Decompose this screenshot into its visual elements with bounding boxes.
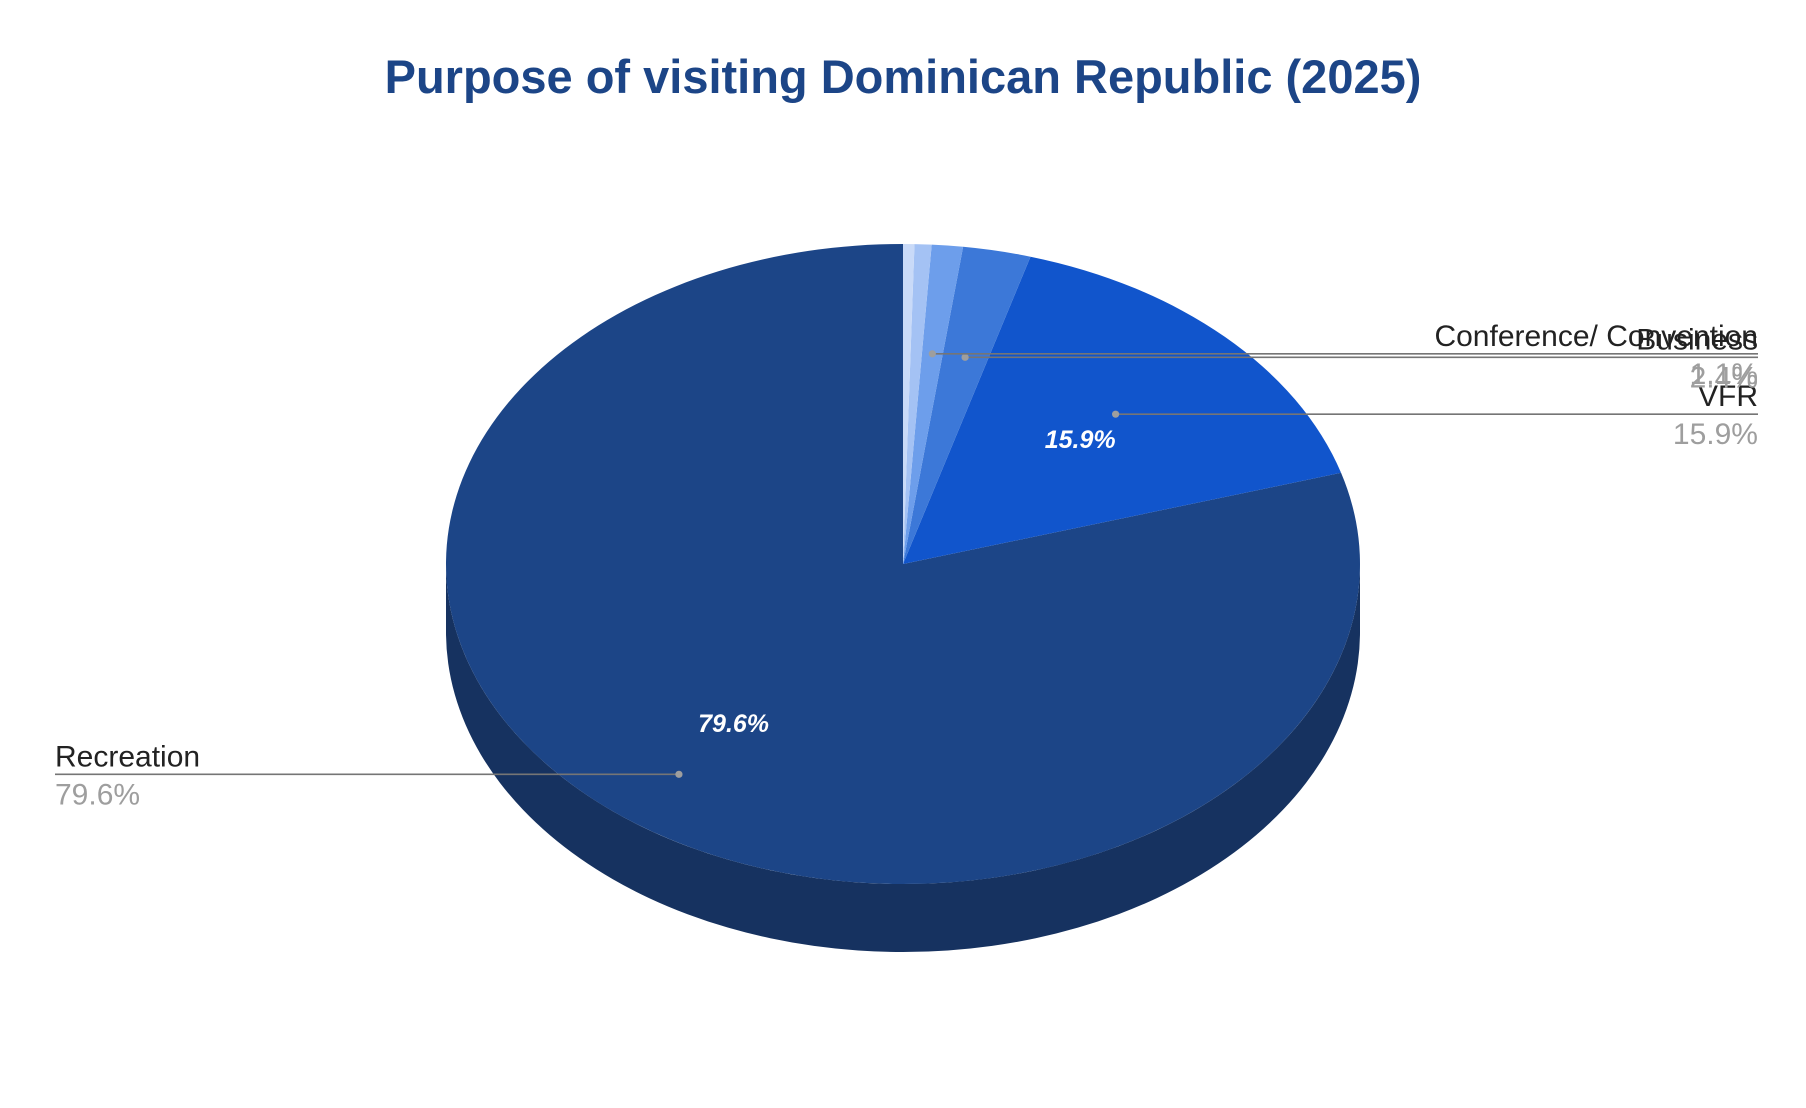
callout-value-vfr: 15.9%	[1673, 418, 1758, 451]
slice-vfr[interactable]	[903, 256, 1342, 564]
leader-lines	[55, 350, 1758, 778]
leader-dot-business	[961, 353, 969, 361]
callout-name-vfr: VFR	[1698, 380, 1758, 413]
chart-title: Purpose of visiting Dominican Republic (…	[385, 50, 1422, 103]
slice-labels: 79.6% 15.9%	[698, 426, 1115, 738]
callout-name-recreation: Recreation	[55, 740, 200, 773]
callout-value-business: 2.4%	[1690, 361, 1758, 394]
slice-conference-convention[interactable]	[903, 244, 964, 564]
slice-label-recreation: 79.6%	[698, 710, 769, 738]
slice-label-vfr: 15.9%	[1045, 426, 1116, 454]
pie-slices	[446, 243, 1360, 884]
callout-value-recreation: 79.6%	[55, 778, 140, 811]
slice-other-2[interactable]	[903, 244, 915, 564]
pie-sides	[446, 564, 1360, 952]
slice-side-recreation	[446, 564, 1360, 952]
slice-business[interactable]	[903, 246, 1031, 564]
callout-name-conference-convention: Conference/ Convention	[1434, 320, 1758, 353]
slice-other-1[interactable]	[903, 244, 932, 564]
callout-value-conference-convention: 1.1%	[1690, 358, 1758, 391]
callout-name-business: Business	[1636, 323, 1758, 356]
callout-labels: Recreation 79.6% VFR 15.9% Business 2.4% Confe…	[55, 320, 1758, 812]
leader-dot-vfr	[1112, 410, 1120, 418]
leader-dot-recreation	[675, 770, 683, 778]
leader-dot-conference-convention	[928, 350, 936, 358]
